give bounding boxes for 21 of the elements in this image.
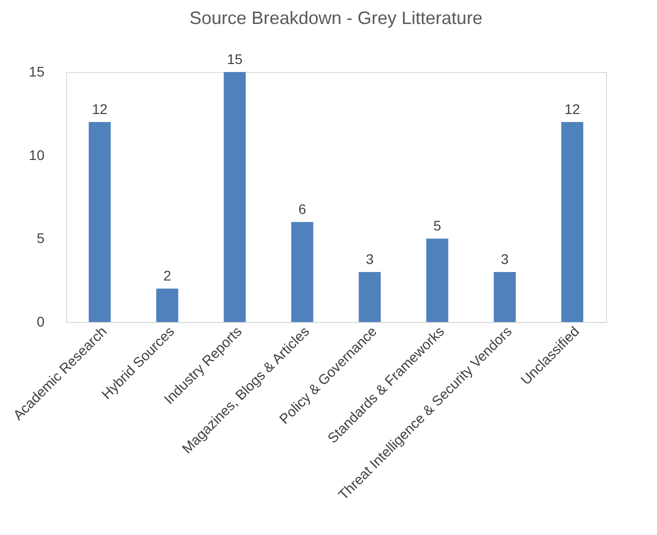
y-tick-label: 10 — [28, 146, 45, 163]
bar — [426, 238, 448, 322]
chart-title: Source Breakdown - Grey Litterature — [189, 8, 483, 28]
data-label: 6 — [298, 201, 306, 217]
bar — [156, 288, 178, 322]
data-label: 5 — [433, 218, 442, 234]
data-label: 3 — [500, 251, 509, 267]
data-label: 3 — [366, 251, 374, 267]
data-label: 12 — [564, 101, 580, 117]
y-tick-label: 15 — [28, 64, 45, 80]
bar — [224, 72, 246, 322]
bar — [358, 272, 381, 322]
data-label: 15 — [226, 51, 243, 67]
y-tick-label: 5 — [36, 230, 45, 246]
data-label: 2 — [163, 268, 172, 284]
y-tick-label: 0 — [36, 314, 45, 330]
bar — [494, 272, 516, 322]
bar — [561, 122, 584, 322]
bar — [291, 222, 314, 322]
data-label: 12 — [92, 101, 108, 117]
bar — [88, 122, 111, 322]
